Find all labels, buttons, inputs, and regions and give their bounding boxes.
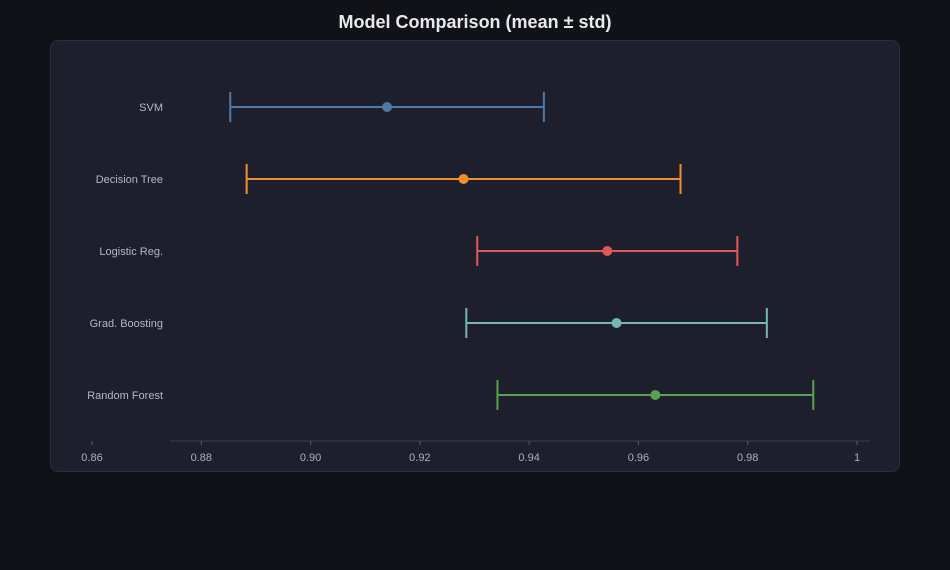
- mean-point: [650, 390, 661, 400]
- mean-point: [458, 174, 469, 184]
- x-tick-label: 0.88: [191, 452, 212, 464]
- category-label: Logistic Reg.: [99, 246, 163, 258]
- mean-point: [382, 102, 393, 112]
- x-tick-label: 0.92: [409, 452, 430, 464]
- category-label: Grad. Boosting: [90, 318, 163, 330]
- category-label: Random Forest: [87, 390, 163, 402]
- x-tick-label: 0.96: [628, 452, 649, 464]
- x-tick-label: 0.90: [300, 452, 321, 464]
- x-tick-label: 1: [854, 452, 860, 464]
- x-tick-label: 0.94: [518, 452, 539, 464]
- category-label: SVM: [139, 102, 163, 114]
- chart-title: Model Comparison (mean ± std): [338, 12, 612, 32]
- x-tick-label: 0.98: [737, 452, 758, 464]
- chart-panel: [50, 40, 900, 472]
- mean-point: [602, 246, 613, 256]
- category-label: Decision Tree: [96, 174, 163, 186]
- x-tick-label: 0.86: [81, 452, 102, 464]
- mean-point: [611, 318, 622, 328]
